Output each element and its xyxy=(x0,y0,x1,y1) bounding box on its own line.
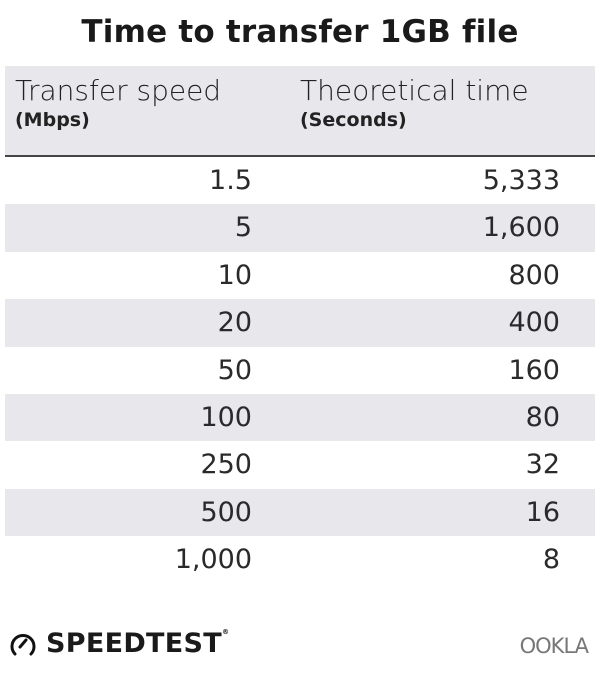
table-row: 20 400 xyxy=(5,299,595,347)
speed-cell: 500 xyxy=(200,496,252,528)
table-row: 5 1,600 xyxy=(5,204,595,252)
time-cell: 800 xyxy=(508,259,560,291)
table-row: 50 160 xyxy=(5,347,595,394)
speed-cell: 250 xyxy=(200,449,252,481)
ookla-logo: OOKLA xyxy=(519,634,589,658)
speed-cell: 1,000 xyxy=(174,544,252,576)
time-cell: 80 xyxy=(525,401,560,433)
header-label: Theoretical time xyxy=(300,74,529,107)
header-unit: (Mbps) xyxy=(15,109,90,131)
speedtest-wordmark: SPEEDTEST® xyxy=(46,628,230,659)
header-transfer-speed: Transfer speed (Mbps) xyxy=(15,74,221,131)
time-cell: 160 xyxy=(508,354,560,386)
gauge-icon xyxy=(10,633,36,655)
time-cell: 400 xyxy=(508,307,560,339)
speedtest-logo: SPEEDTEST® xyxy=(8,628,229,659)
table-row: 10 800 xyxy=(5,252,595,299)
header-theoretical-time: Theoretical time (Seconds) xyxy=(300,74,529,131)
chart-title: Time to transfer 1GB file xyxy=(81,14,519,50)
time-cell: 32 xyxy=(525,449,560,481)
speed-cell: 1.5 xyxy=(209,165,252,196)
header-label: Transfer speed xyxy=(15,74,222,107)
speed-cell: 50 xyxy=(217,354,252,386)
table-header: Transfer speed (Mbps) Theoretical time (… xyxy=(5,66,595,157)
table-row: 1,000 8 xyxy=(5,536,595,583)
header-unit: (Seconds) xyxy=(300,109,407,131)
time-cell: 5,333 xyxy=(482,165,560,196)
speed-cell: 20 xyxy=(217,307,252,339)
time-cell: 16 xyxy=(525,496,560,528)
time-cell: 8 xyxy=(542,544,560,576)
speed-cell: 10 xyxy=(217,259,252,291)
speed-cell: 100 xyxy=(200,401,252,433)
transfer-table: Transfer speed (Mbps) Theoretical time (… xyxy=(5,66,595,584)
table-row: 100 80 xyxy=(5,393,595,442)
table-row: 500 16 xyxy=(5,488,595,537)
table-row: 1.5 5,333 xyxy=(5,157,595,204)
speed-cell: 5 xyxy=(234,212,252,244)
time-cell: 1,600 xyxy=(482,212,560,244)
table-row: 250 32 xyxy=(5,441,595,488)
